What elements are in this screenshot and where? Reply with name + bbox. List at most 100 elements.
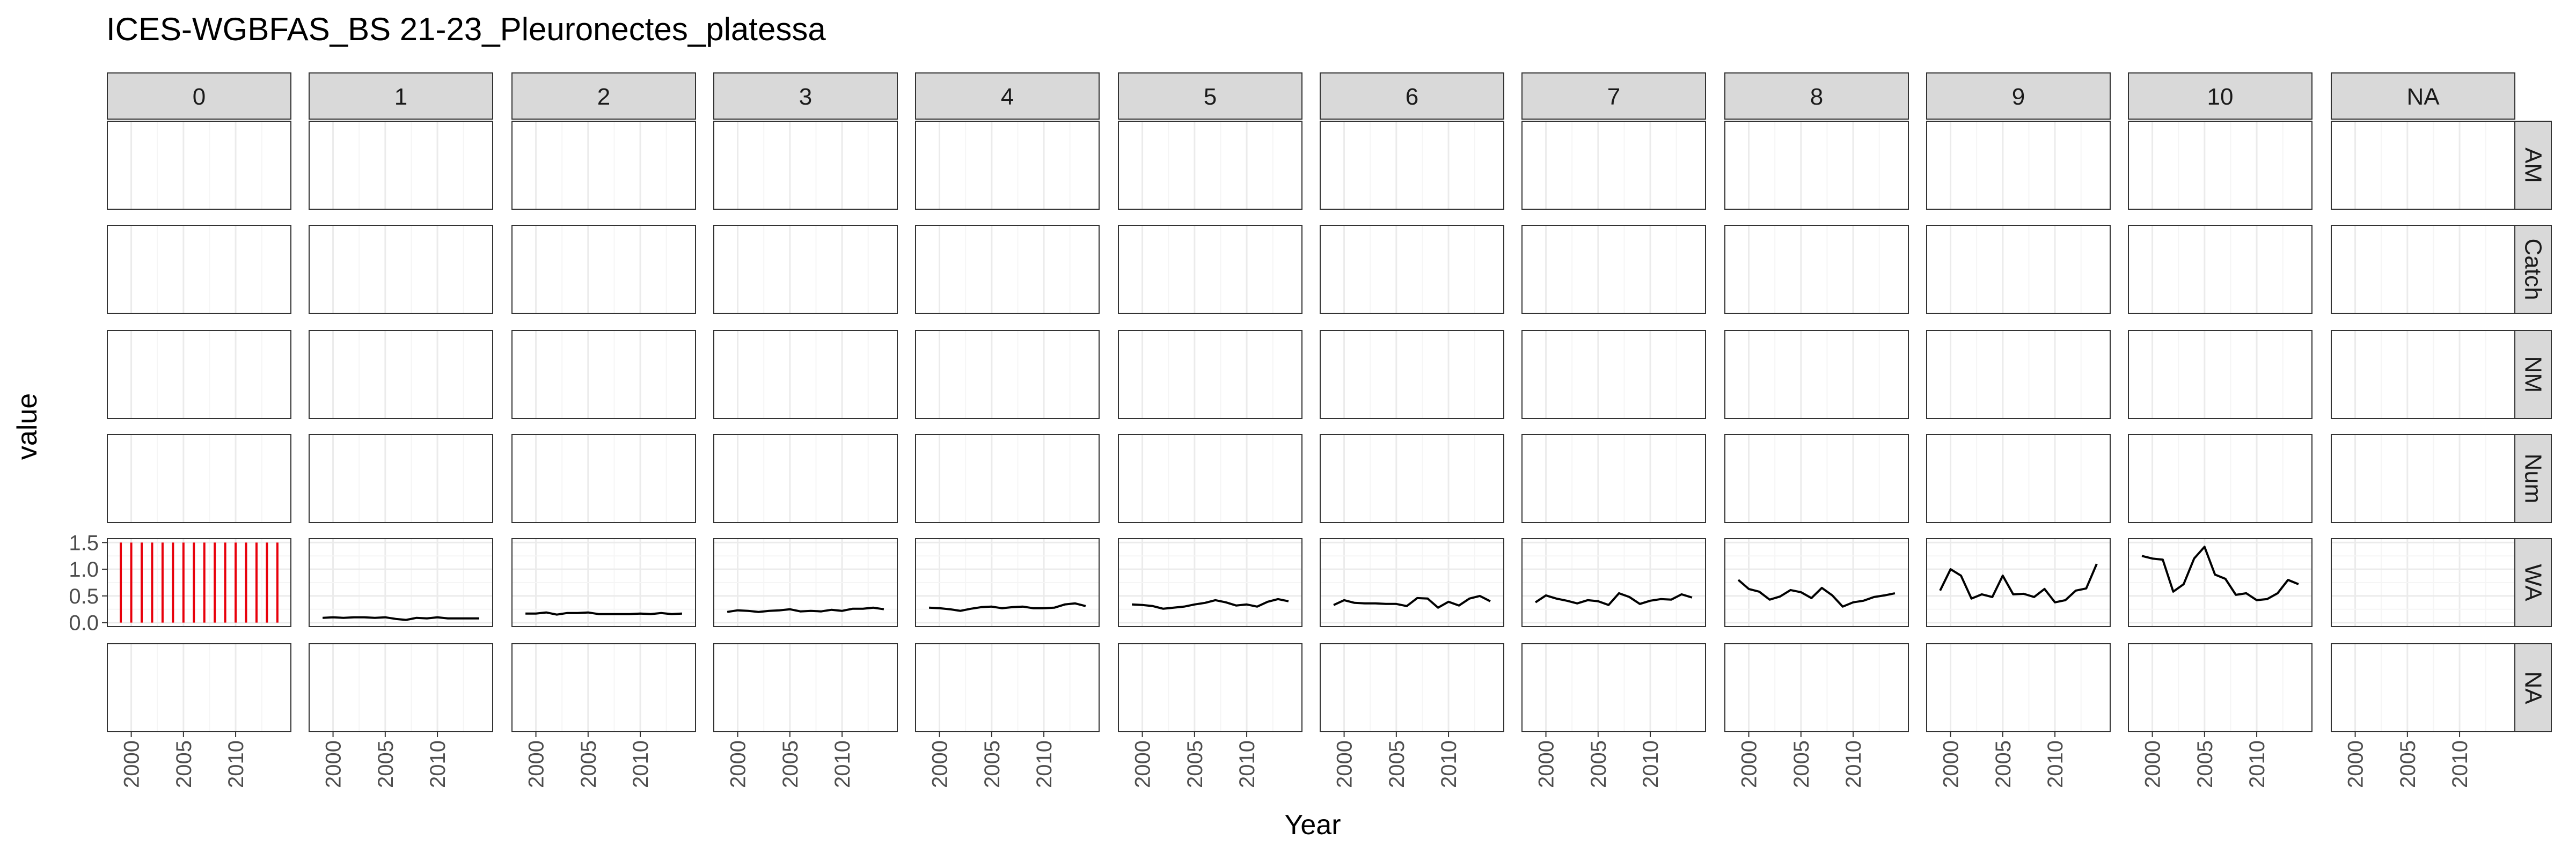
facet-panel-border: [2331, 643, 2515, 732]
facet-panel-border: [107, 330, 291, 419]
facet-panel-border: [1118, 643, 1302, 732]
facet-panel: [1522, 330, 1706, 418]
facet-strip-label: AM: [2520, 148, 2546, 183]
x-tick-label: 2010: [2448, 740, 2472, 788]
facet-panel: [1320, 225, 1504, 313]
facet-panel: [714, 644, 897, 732]
facet-panel: [2331, 644, 2515, 732]
facet-strip-label: NM: [2520, 356, 2546, 393]
x-tick-label: 2005: [779, 740, 802, 788]
facet-panel-border: [915, 121, 1100, 210]
data-line: [1131, 598, 1289, 610]
facet-panel: [1725, 435, 1908, 523]
facet-panel: [1118, 121, 1302, 209]
facet-panel: [107, 435, 291, 523]
facet-panel-border: [1926, 643, 2111, 732]
x-tick-label: 2000: [2344, 740, 2368, 788]
data-line: [322, 616, 479, 621]
data-line: [1333, 594, 1491, 609]
facet-panel: [1320, 644, 1504, 732]
facet-panel: [1725, 121, 1908, 209]
x-tick-label: 2005: [577, 740, 601, 788]
x-tick-label: 2000: [120, 740, 144, 788]
facet-panel: [512, 330, 696, 418]
facet-panel-border: [1118, 434, 1302, 523]
facet-panel: [1927, 644, 2110, 732]
facet-panel: [2331, 330, 2515, 418]
facet-panel: [2128, 330, 2312, 418]
facet-strip-top: [2128, 72, 2312, 120]
facet-panel: [309, 435, 493, 523]
facet-strip-label: Catch: [2520, 239, 2546, 300]
facet-strip-top: [2331, 72, 2515, 120]
facet-strip-label: 2: [597, 84, 610, 110]
facet-panel-border: [1521, 434, 1706, 523]
facet-strip-label: 5: [1204, 84, 1217, 110]
facet-panel: [512, 435, 696, 523]
facet-panel-border: [309, 225, 493, 314]
facet-strip-top: [511, 72, 696, 120]
facet-strip-label: NA: [2520, 671, 2546, 704]
facet-panel: [1725, 644, 1908, 732]
data-line: [525, 611, 683, 616]
facet-strip-top: [915, 72, 1100, 120]
facet-panel-border: [713, 121, 898, 210]
x-tick-label: 2005: [2396, 740, 2420, 788]
data-line: [928, 602, 1086, 612]
x-tick-label: 2000: [525, 740, 548, 788]
facet-panel-border: [1320, 225, 1504, 314]
facet-panel: [2128, 644, 2312, 732]
facet-panel-border: [713, 538, 898, 627]
facet-strip-label: 10: [2207, 84, 2234, 110]
facet-panel: [512, 225, 696, 313]
facet-strip-top: [1320, 72, 1504, 120]
facet-panel-border: [2331, 434, 2515, 523]
facet-panel: [1118, 435, 1302, 523]
facet-strip-label: WA: [2520, 564, 2546, 601]
facet-strip-label: Num: [2520, 454, 2546, 504]
facet-strip-label: 9: [2012, 84, 2025, 110]
x-tick-label: 2005: [980, 740, 1004, 788]
facet-panel: [2331, 435, 2515, 523]
facet-panel-border: [1521, 330, 1706, 419]
facet-panel-border: [107, 538, 291, 627]
facet-panel-border: [309, 434, 493, 523]
facet-panel-border: [713, 330, 898, 419]
x-axis-title: Year: [1284, 810, 1341, 841]
x-tick-label: 2000: [1131, 740, 1155, 788]
facet-panel-border: [511, 643, 696, 732]
y-tick-label: 1.0: [69, 558, 99, 582]
facet-panel-border: [2128, 330, 2312, 419]
facet-panel-border: [2128, 434, 2312, 523]
facet-panel-border: [2128, 121, 2312, 210]
facet-panel-border: [511, 538, 696, 627]
facet-panel-border: [1320, 434, 1504, 523]
facet-panel-border: [2128, 643, 2312, 732]
data-line: [1534, 592, 1693, 606]
facet-panel-border: [2331, 538, 2515, 627]
facet-panel: [714, 121, 897, 209]
x-tick-label: 2010: [1639, 740, 1663, 788]
facet-strip-label: 1: [394, 84, 407, 110]
chart-title: ICES-WGBFAS_BS 21-23_Pleuronectes_plates…: [106, 11, 826, 47]
facet-panel-border: [915, 538, 1100, 627]
facet-strip-label: 4: [1001, 84, 1014, 110]
x-tick-label: 2005: [172, 740, 196, 788]
x-tick-label: 2005: [1183, 740, 1207, 788]
facet-panel-border: [915, 225, 1100, 314]
x-tick-label: 2000: [322, 740, 346, 788]
x-tick-label: 2010: [629, 740, 653, 788]
facet-panel-border: [1724, 538, 1909, 627]
facet-panel-border: [511, 225, 696, 314]
facet-panel: [1522, 225, 1706, 313]
x-tick-label: 2005: [2193, 740, 2217, 788]
facet-panel: [309, 330, 493, 418]
facet-panel: [1725, 330, 1908, 418]
facet-strip-right: [2514, 121, 2552, 210]
facet-panel: [916, 121, 1099, 209]
facet-panel: [916, 644, 1099, 732]
facet-panel: [916, 225, 1099, 313]
facet-strip-top: [1926, 72, 2111, 120]
x-tick-label: 2000: [1333, 740, 1357, 788]
